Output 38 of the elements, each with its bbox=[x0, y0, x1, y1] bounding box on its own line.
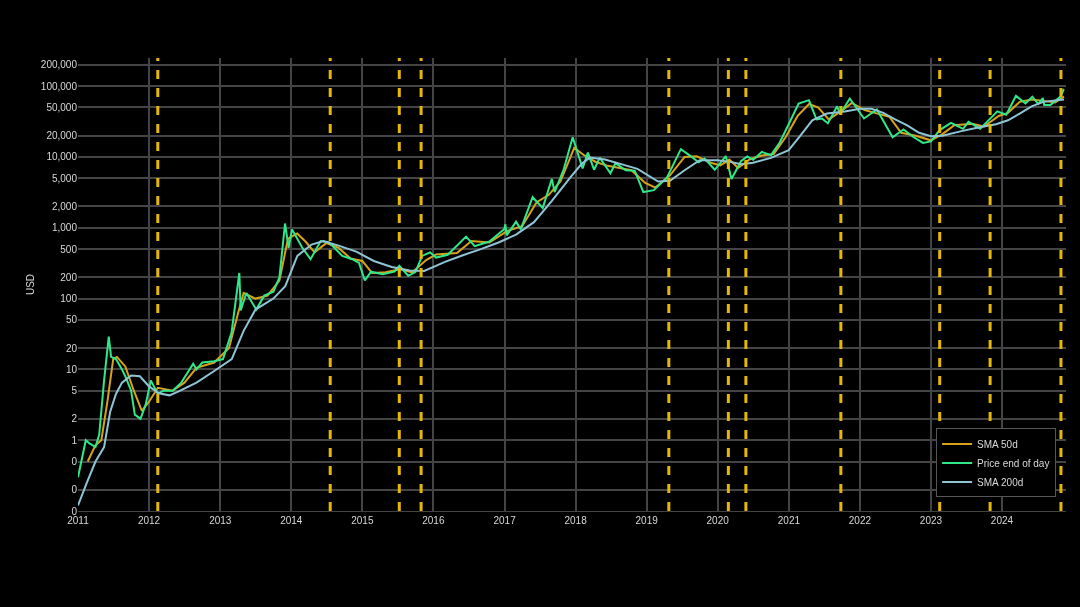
x-tick-label: 2020 bbox=[706, 515, 730, 526]
x-tick-label: 2014 bbox=[280, 515, 303, 526]
x-tick-label: 2015 bbox=[351, 515, 374, 526]
y-tick-label: 1,000 bbox=[51, 222, 78, 234]
x-tick-label: 2018 bbox=[564, 515, 588, 526]
legend-label: SMA 200d bbox=[977, 476, 1024, 488]
y-tick-label: 0 bbox=[71, 456, 78, 468]
x-tick-label: 2012 bbox=[137, 515, 161, 526]
x-tick-label: 2024 bbox=[990, 515, 1014, 526]
y-tick-label: 2,000 bbox=[51, 200, 78, 212]
y-tick-label: 10 bbox=[65, 363, 78, 375]
x-tick-label: 2016 bbox=[422, 515, 445, 526]
y-tick-label: 50,000 bbox=[46, 101, 78, 113]
y-tick-label: 5 bbox=[71, 385, 78, 397]
x-tick-label: 2022 bbox=[848, 515, 872, 526]
y-tick-label: 200,000 bbox=[40, 59, 78, 71]
y-tick-label: 10,000 bbox=[46, 151, 78, 163]
x-tick-label: 2021 bbox=[777, 515, 801, 526]
y-tick-label: 200 bbox=[60, 271, 78, 283]
x-tick-label: 2019 bbox=[635, 515, 659, 526]
legend-label: Price end of day bbox=[977, 457, 1050, 469]
y-tick-label: 500 bbox=[60, 243, 78, 255]
y-tick-label: 0 bbox=[71, 484, 78, 496]
y-tick-label: 20,000 bbox=[46, 130, 78, 142]
x-tick-label: 2011 bbox=[67, 515, 90, 526]
legend-label: SMA 50d bbox=[977, 438, 1018, 450]
y-tick-label: 100,000 bbox=[40, 80, 78, 92]
y-axis-title: USD bbox=[24, 273, 36, 296]
x-tick-label: 2023 bbox=[919, 515, 943, 526]
y-tick-label: 1 bbox=[71, 434, 78, 446]
x-tick-label: 2013 bbox=[209, 515, 232, 526]
y-tick-label: 0 bbox=[71, 505, 78, 517]
y-tick-label: 50 bbox=[65, 314, 78, 326]
y-tick-label: 100 bbox=[60, 293, 78, 305]
x-tick-label: 2017 bbox=[493, 515, 517, 526]
y-tick-label: 2 bbox=[71, 413, 78, 425]
y-tick-label: 20 bbox=[65, 342, 78, 354]
y-tick-label: 5,000 bbox=[51, 172, 78, 184]
